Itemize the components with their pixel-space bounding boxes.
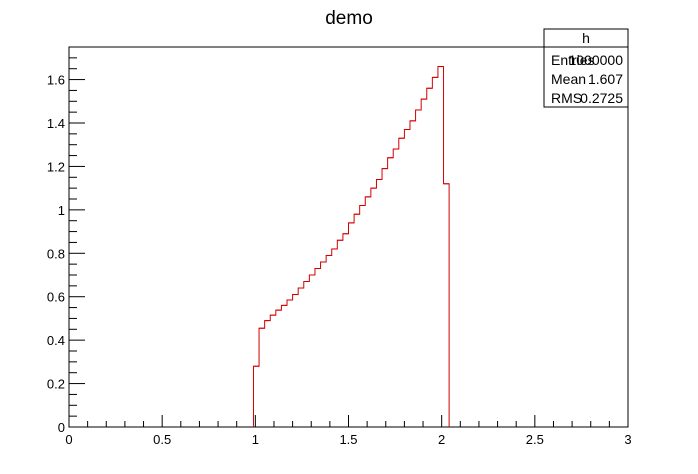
- x-tick-label: 2.5: [526, 432, 544, 447]
- y-axis-tick-labels: 0 0.2 0.4 0.6 0.8 1 1.2 1.4 1.6: [47, 73, 65, 435]
- y-tick-label: 0: [58, 420, 65, 435]
- y-tick-label: 0.4: [47, 333, 65, 348]
- stats-rms-label: RMS: [551, 90, 582, 106]
- y-tick-label: 1: [58, 203, 65, 218]
- y-tick-label: 1.2: [47, 159, 65, 174]
- y-axis-ticks: [69, 57, 85, 428]
- y-tick-label: 0.6: [47, 290, 65, 305]
- stats-box: h Entries 1000000 Mean 1.607 RMS 0.2725: [543, 28, 629, 108]
- x-tick-label: 2: [438, 432, 445, 447]
- stats-entries-label: Entries: [551, 52, 595, 68]
- stats-histogram-name: h: [582, 30, 590, 46]
- stats-box-frame: [543, 28, 629, 108]
- stats-mean-value: 1.607: [588, 71, 623, 87]
- y-tick-label: 1.4: [47, 116, 65, 131]
- x-axis-tick-labels: 0 0.5 1 1.5 2 2.5 3: [65, 432, 631, 447]
- stats-mean-label: Mean: [551, 71, 586, 87]
- chart-title: demo: [325, 8, 373, 29]
- x-tick-label: 3: [624, 432, 631, 447]
- x-axis-ticks: [68, 415, 629, 427]
- x-tick-label: 0: [65, 432, 72, 447]
- y-tick-label: 0.2: [47, 377, 65, 392]
- stats-rms-value: 0.2725: [580, 90, 623, 106]
- histogram-outline: [252, 66, 450, 427]
- x-tick-label: 1: [252, 432, 259, 447]
- histogram-bins: [253, 66, 450, 367]
- stats-entries-value: 1000000: [568, 52, 623, 68]
- y-tick-label: 0.8: [47, 246, 65, 261]
- x-tick-label: 0.5: [153, 432, 171, 447]
- x-tick-label: 1.5: [339, 432, 357, 447]
- y-tick-label: 1.6: [47, 73, 65, 88]
